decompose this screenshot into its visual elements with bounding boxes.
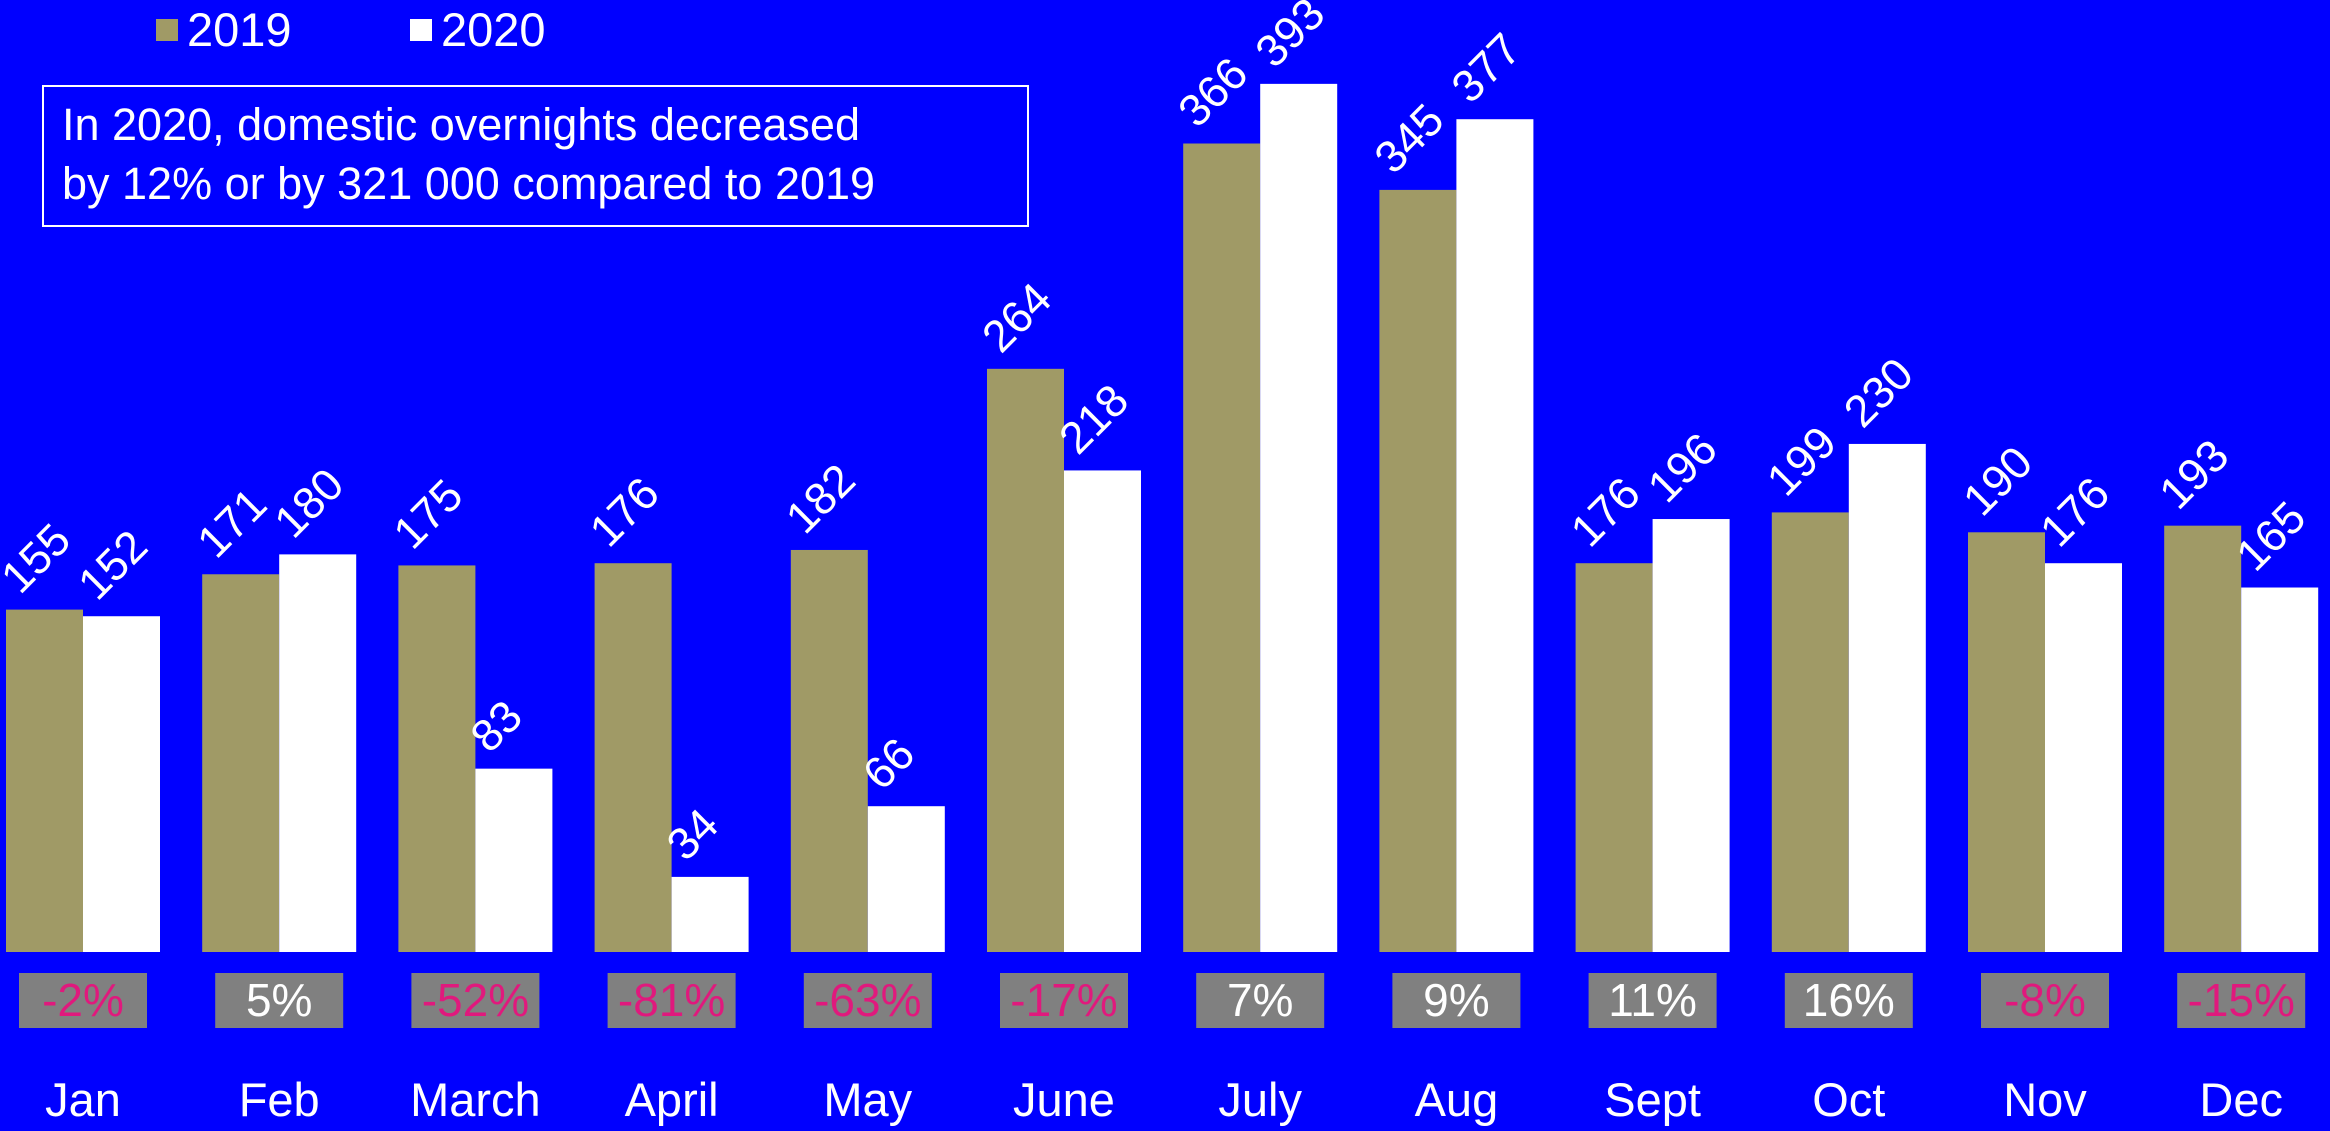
bar [279,554,357,952]
change-box [411,973,540,1028]
x-tick-label: June [1013,1073,1115,1126]
bar [1652,519,1730,952]
change-box [2177,973,2306,1028]
bar [475,768,553,952]
x-tick-label: Nov [2003,1073,2087,1126]
change-box [1784,973,1913,1028]
bar [1456,119,1534,952]
change-label: -8% [2004,974,2086,1026]
bar [1183,143,1261,953]
bar [1575,563,1653,952]
x-tick-label: Dec [2199,1073,2283,1126]
legend-label: 2020 [441,3,546,56]
annotation-box [42,85,1029,227]
change-box [1196,973,1325,1028]
change-label: -2% [42,974,124,1026]
change-label: -15% [2188,974,2295,1026]
bar [202,574,280,952]
bar [790,549,868,952]
x-tick-label: Aug [1415,1073,1499,1126]
bar [1848,443,1926,952]
bar [2164,525,2242,952]
change-label: 7% [1227,974,1293,1026]
change-label: -52% [422,974,529,1026]
x-tick-label: March [410,1073,541,1126]
change-box [19,973,147,1028]
change-label: -63% [814,974,921,1026]
legend-swatch [410,19,432,41]
bar [2045,563,2122,952]
x-tick-label: April [625,1073,719,1126]
legend-label: 2019 [187,3,292,56]
x-tick-label: July [1218,1073,1302,1126]
change-box [607,973,736,1028]
change-box [1981,973,2109,1028]
change-box [1392,973,1521,1028]
x-tick-label: May [823,1073,912,1126]
bar [1379,189,1457,952]
change-box [803,973,932,1028]
change-label: 16% [1803,974,1895,1026]
bar [2241,587,2319,952]
bar [1064,470,1141,952]
annotation-line: In 2020, domestic overnights decreased [62,99,860,150]
bar [6,609,83,952]
bar [1260,83,1338,953]
change-label: 11% [1608,974,1697,1026]
x-tick-label: Sept [1604,1073,1701,1126]
bar [1968,532,2045,952]
bar [398,565,476,952]
legend-swatch [156,19,178,41]
change-box [215,973,344,1028]
change-box [1588,973,1717,1028]
bar [594,563,672,952]
bar [83,616,160,952]
change-label: -17% [1010,974,1117,1026]
x-tick-label: Jan [45,1073,121,1126]
bar [671,876,749,952]
x-tick-label: Oct [1812,1073,1885,1126]
change-label: -81% [618,974,725,1026]
change-label: 5% [246,974,312,1026]
x-tick-label: Feb [239,1073,320,1126]
bar [1771,512,1849,952]
bar [987,368,1064,953]
change-label: 9% [1423,974,1489,1026]
annotation-line: by 12% or by 321 000 compared to 2019 [62,158,875,209]
change-box [1000,973,1128,1028]
bar [867,806,945,952]
